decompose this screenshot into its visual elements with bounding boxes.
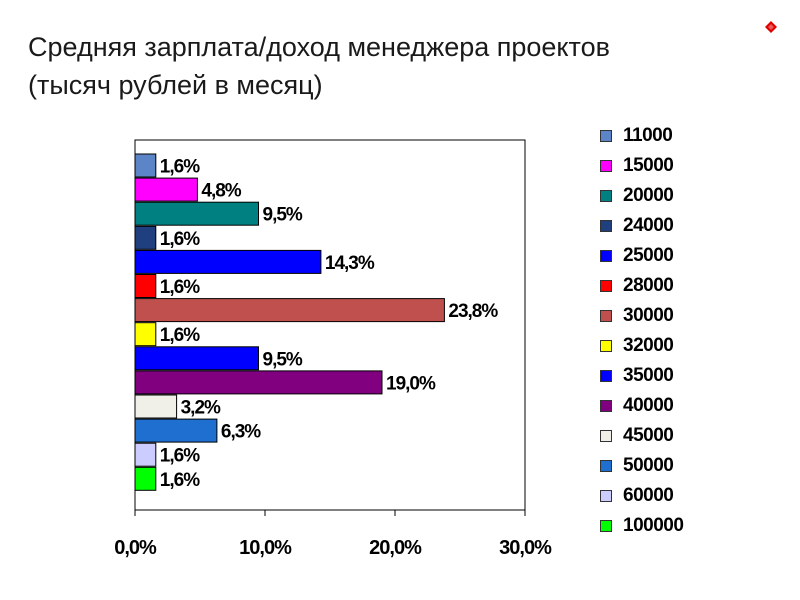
title-line-2: (тысяч рублей в месяц)	[28, 70, 323, 100]
legend-label: 100000	[623, 515, 684, 536]
legend-label: 11000	[623, 125, 673, 146]
legend-item-30000: 30000	[600, 301, 800, 331]
legend-item-28000: 28000	[600, 271, 800, 301]
x-tick-label: 30,0%	[499, 537, 552, 559]
x-tick-label: 10,0%	[239, 537, 292, 559]
bar-35000	[134, 346, 259, 371]
legend-swatch	[600, 490, 612, 502]
legend-label: 28000	[623, 275, 674, 296]
legend-label: 32000	[623, 335, 674, 356]
legend-item-25000: 25000	[600, 241, 800, 271]
bar-30000	[134, 298, 445, 323]
page-title: Средняя зарплата/доход менеджера проекто…	[28, 28, 748, 104]
data-label-45000: 3,2%	[181, 398, 221, 419]
legend-item-40000: 40000	[600, 391, 800, 421]
legend-item-50000: 50000	[600, 451, 800, 481]
legend-label: 25000	[623, 245, 674, 266]
bar-100000	[134, 466, 157, 491]
legend-swatch	[600, 520, 612, 532]
bar-45000	[134, 394, 178, 419]
bar-20000	[134, 201, 259, 226]
bar-24000	[134, 225, 157, 250]
data-label-100000: 1,6%	[160, 470, 200, 491]
data-label-35000: 9,5%	[263, 349, 303, 370]
data-label-24000: 1,6%	[160, 229, 200, 250]
data-label-32000: 1,6%	[160, 325, 200, 346]
legend-label: 24000	[623, 215, 674, 236]
data-label-25000: 14,3%	[325, 253, 375, 274]
legend-swatch	[600, 460, 612, 472]
bar-15000	[134, 177, 198, 202]
legend-swatch	[600, 250, 612, 262]
legend-item-20000: 20000	[600, 181, 800, 211]
legend-item-15000: 15000	[600, 151, 800, 181]
legend-label: 15000	[623, 155, 674, 176]
legend-label: 20000	[623, 185, 674, 206]
legend-swatch	[600, 280, 612, 292]
legend-label: 50000	[623, 455, 674, 476]
title-line-1: Средняя зарплата/доход менеджера проекто…	[28, 32, 610, 62]
legend-swatch	[600, 130, 612, 142]
legend-swatch	[600, 400, 612, 412]
legend-swatch	[600, 430, 612, 442]
legend-swatch	[600, 340, 612, 352]
legend-label: 45000	[623, 425, 674, 446]
legend-item-11000: 11000	[600, 121, 800, 151]
legend-swatch	[600, 190, 612, 202]
data-label-50000: 6,3%	[221, 422, 261, 443]
legend-label: 35000	[623, 365, 674, 386]
legend-item-24000: 24000	[600, 211, 800, 241]
legend-item-60000: 60000	[600, 481, 800, 511]
red-diamond-icon	[765, 21, 777, 33]
bar-50000	[134, 418, 218, 443]
data-label-15000: 4,8%	[201, 181, 241, 202]
x-tick-label: 20,0%	[369, 537, 422, 559]
legend-item-100000: 100000	[600, 511, 800, 541]
legend-swatch	[600, 310, 612, 322]
legend-label: 40000	[623, 395, 674, 416]
data-label-11000: 1,6%	[160, 157, 200, 178]
data-label-28000: 1,6%	[160, 277, 200, 298]
legend-swatch	[600, 370, 612, 382]
bar-11000	[134, 153, 157, 178]
legend-swatch	[600, 220, 612, 232]
legend-label: 30000	[623, 305, 674, 326]
bar-32000	[134, 322, 157, 347]
data-label-60000: 1,6%	[160, 446, 200, 467]
legend-label: 60000	[623, 485, 674, 506]
bar-25000	[134, 249, 322, 274]
data-label-30000: 23,8%	[448, 301, 498, 322]
bar-28000	[134, 274, 157, 298]
bar-40000	[134, 370, 383, 395]
bar-60000	[134, 442, 157, 467]
chart-legend: 11000 15000 20000 24000 25000 28000 30000 32000…	[600, 121, 800, 541]
legend-item-32000: 32000	[600, 331, 800, 361]
legend-swatch	[600, 160, 612, 172]
x-tick-label: 0,0%	[114, 537, 157, 559]
legend-item-45000: 45000	[600, 421, 800, 451]
legend-item-35000: 35000	[600, 361, 800, 391]
data-label-40000: 19,0%	[386, 373, 436, 394]
data-label-20000: 9,5%	[263, 205, 303, 226]
